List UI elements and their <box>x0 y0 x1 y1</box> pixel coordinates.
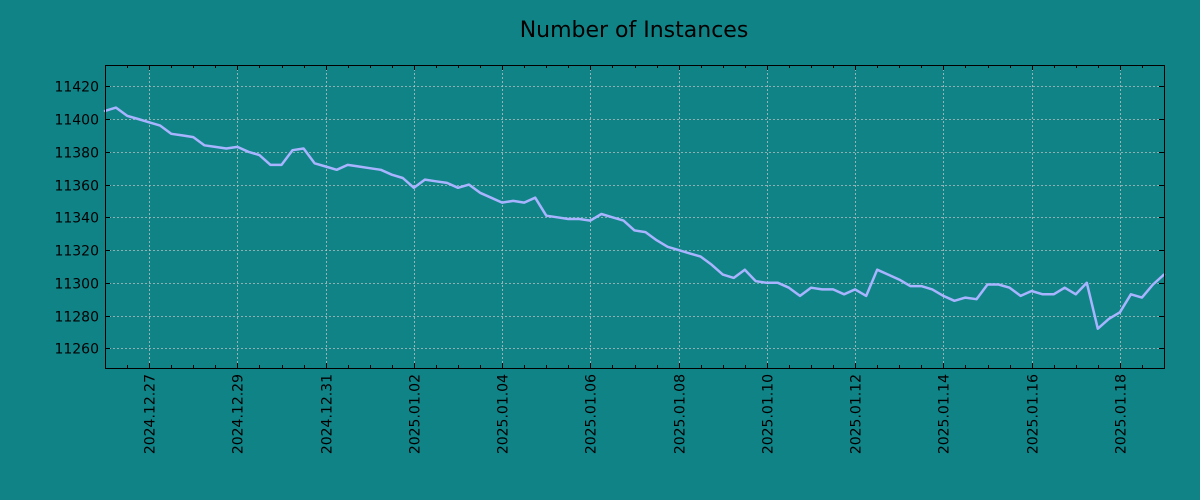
x-tick-label: 2025.01.06 <box>584 374 600 454</box>
y-tick-label: 11280 <box>54 310 99 326</box>
x-tick-label: 2025.01.12 <box>849 374 865 454</box>
x-tick-label: 2025.01.18 <box>1114 374 1130 454</box>
y-tick-label: 11400 <box>54 113 99 129</box>
x-tick-label: 2024.12.29 <box>231 374 247 454</box>
y-tick-label: 11260 <box>54 342 99 358</box>
x-tick-label: 2025.01.16 <box>1026 374 1042 454</box>
y-tick-label: 11420 <box>54 80 99 96</box>
y-tick-label: 11360 <box>54 179 99 195</box>
y-tick-label: 11380 <box>54 146 99 162</box>
series-group <box>103 106 1166 330</box>
y-axis: 11260 11280 11300 11320 11340 11360 11380 11400… <box>54 80 1164 358</box>
x-axis: 2024.12.27 2024.12.29 2024.12.31 2025.01.02… <box>105 65 1165 454</box>
y-tick-label: 11320 <box>54 244 99 260</box>
y-tick-label: 11340 <box>54 211 99 227</box>
plot-frame <box>105 65 1165 369</box>
x-tick-label: 2025.01.08 <box>673 374 689 454</box>
x-tick-label: 2024.12.27 <box>143 374 159 454</box>
x-tick-label: 2025.01.02 <box>408 374 424 454</box>
x-tick-label: 2024.12.31 <box>320 374 336 454</box>
series-line <box>103 106 1166 330</box>
grid <box>105 65 1164 368</box>
x-tick-label: 2025.01.14 <box>937 374 953 454</box>
x-tick-label: 2025.01.04 <box>496 374 512 454</box>
y-tick-label: 11300 <box>54 277 99 293</box>
chart-title: Number of Instances <box>520 18 749 43</box>
x-tick-label: 2025.01.10 <box>761 374 777 454</box>
